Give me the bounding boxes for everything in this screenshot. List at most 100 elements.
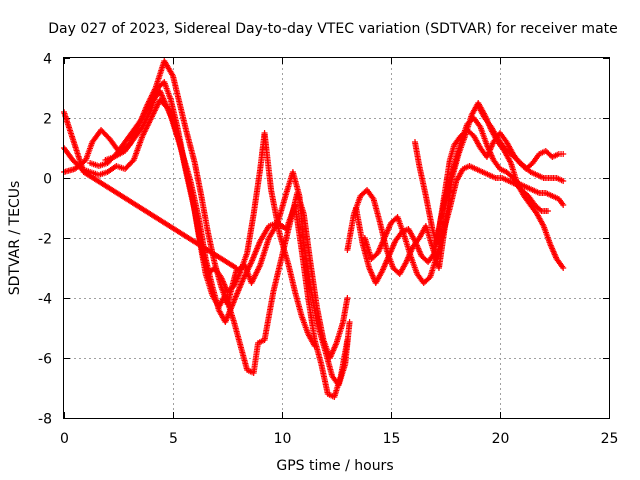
data-trace-segment: [140, 101, 154, 120]
data-trace-segment: [222, 293, 237, 324]
data-trace-segment: [550, 151, 561, 160]
data-trace-segment: [513, 182, 524, 192]
data-trace-segment: [61, 146, 75, 162]
data-trace-segment: [176, 101, 189, 132]
data-trace-segment: [530, 152, 542, 165]
data-trace-segment: [270, 254, 285, 294]
data-trace-segment: [161, 80, 174, 102]
data-trace-segment: [353, 206, 366, 246]
data-trace-segment: [244, 212, 257, 255]
data-trace-segment: [106, 164, 118, 174]
data-trace-segment: [261, 131, 274, 192]
data-trace-segment: [170, 119, 183, 144]
data-trace-segment: [526, 194, 537, 207]
data-trace-segment: [494, 175, 504, 181]
x-axis-label: GPS time / hours: [276, 458, 393, 474]
data-trace-segment: [162, 59, 176, 78]
data-trace-segment: [422, 275, 432, 285]
series-track-g: [361, 163, 551, 286]
data-trace-segment: [461, 163, 471, 172]
data-trace-segment: [498, 166, 508, 175]
data-trace-segment: [474, 166, 484, 175]
data-trace-segment: [529, 169, 539, 178]
data-trace-segment: [541, 224, 553, 246]
data-trace-segment: [250, 341, 261, 375]
data-trace-segment: [515, 158, 526, 168]
data-trace-segment: [331, 374, 344, 399]
data-trace-segment: [256, 337, 266, 346]
y-tick-label: -2: [38, 232, 52, 248]
data-trace-segment: [550, 193, 561, 202]
data-trace-segment: [544, 190, 554, 199]
data-trace-segment: [240, 260, 254, 282]
data-trace-segment: [375, 236, 387, 255]
data-trace-segment: [225, 284, 236, 294]
data-trace-segment: [99, 128, 112, 141]
data-trace-segment: [477, 125, 490, 147]
data-points: [61, 58, 567, 400]
data-trace-segment: [292, 203, 305, 252]
data-trace-segment: [268, 188, 283, 237]
chart-title: Day 027 of 2023, Sidereal Day-to-day VTE…: [48, 21, 618, 37]
data-trace-segment: [344, 212, 357, 252]
data-trace-segment: [507, 178, 517, 187]
data-trace-segment: [412, 239, 424, 258]
data-trace-segment: [500, 175, 511, 184]
data-trace-segment: [307, 260, 320, 309]
data-trace-segment: [301, 242, 314, 288]
data-trace-segment: [231, 269, 243, 288]
y-tick-label: -4: [38, 292, 52, 308]
data-trace-segment: [326, 391, 336, 400]
data-trace-segment: [547, 242, 560, 261]
data-trace-segment: [426, 251, 437, 264]
data-point: [344, 337, 351, 343]
data-trace-segment: [203, 272, 215, 297]
data-trace-segment: [238, 344, 250, 372]
x-tick-label: 25: [601, 431, 619, 447]
x-tick-label: 10: [274, 431, 292, 447]
data-trace-segment: [412, 140, 423, 168]
data-trace-segment: [131, 125, 145, 141]
data-point: [311, 343, 318, 349]
data-trace-segment: [531, 187, 541, 196]
data-trace-segment: [434, 230, 446, 258]
data-trace-segment: [540, 208, 550, 214]
data-trace-segment: [502, 149, 514, 165]
data-trace-segment: [416, 164, 429, 198]
data-trace-segment: [81, 169, 238, 271]
data-trace-segment: [340, 296, 351, 324]
data-trace-segment: [249, 239, 263, 264]
data-trace-segment: [369, 251, 380, 261]
data-trace-segment: [465, 128, 476, 138]
data-trace-segment: [250, 167, 263, 216]
data-trace-segment: [427, 254, 440, 279]
y-tick-label: 4: [43, 52, 52, 68]
data-trace-segment: [114, 140, 128, 156]
data-trace-segment: [249, 263, 263, 285]
data-point: [560, 178, 567, 184]
data-trace-segment: [257, 236, 272, 267]
data-trace-segment: [520, 188, 531, 198]
data-trace-segment: [277, 233, 292, 267]
data-trace-segment: [423, 194, 436, 231]
series-track-i: [475, 103, 567, 184]
data-trace-segment: [157, 89, 169, 108]
data-trace-segment: [533, 203, 544, 213]
data-trace-segment: [140, 107, 154, 129]
data-trace-segment: [454, 167, 466, 183]
data-trace-segment: [386, 239, 398, 258]
data-trace-segment: [123, 128, 136, 144]
data-trace-segment: [509, 152, 520, 162]
data-trace-segment: [140, 116, 154, 138]
data-trace-segment: [548, 175, 559, 181]
data-trace-segment: [537, 190, 548, 196]
data-trace-segment: [298, 248, 311, 300]
data-trace-segment: [305, 332, 317, 348]
data-trace-segment: [502, 146, 513, 156]
data-trace-segment: [471, 134, 483, 150]
data-trace-segment: [131, 134, 145, 162]
data-trace-segment: [482, 116, 494, 129]
data-trace-segment: [554, 257, 566, 270]
data-trace-segment: [498, 131, 509, 144]
